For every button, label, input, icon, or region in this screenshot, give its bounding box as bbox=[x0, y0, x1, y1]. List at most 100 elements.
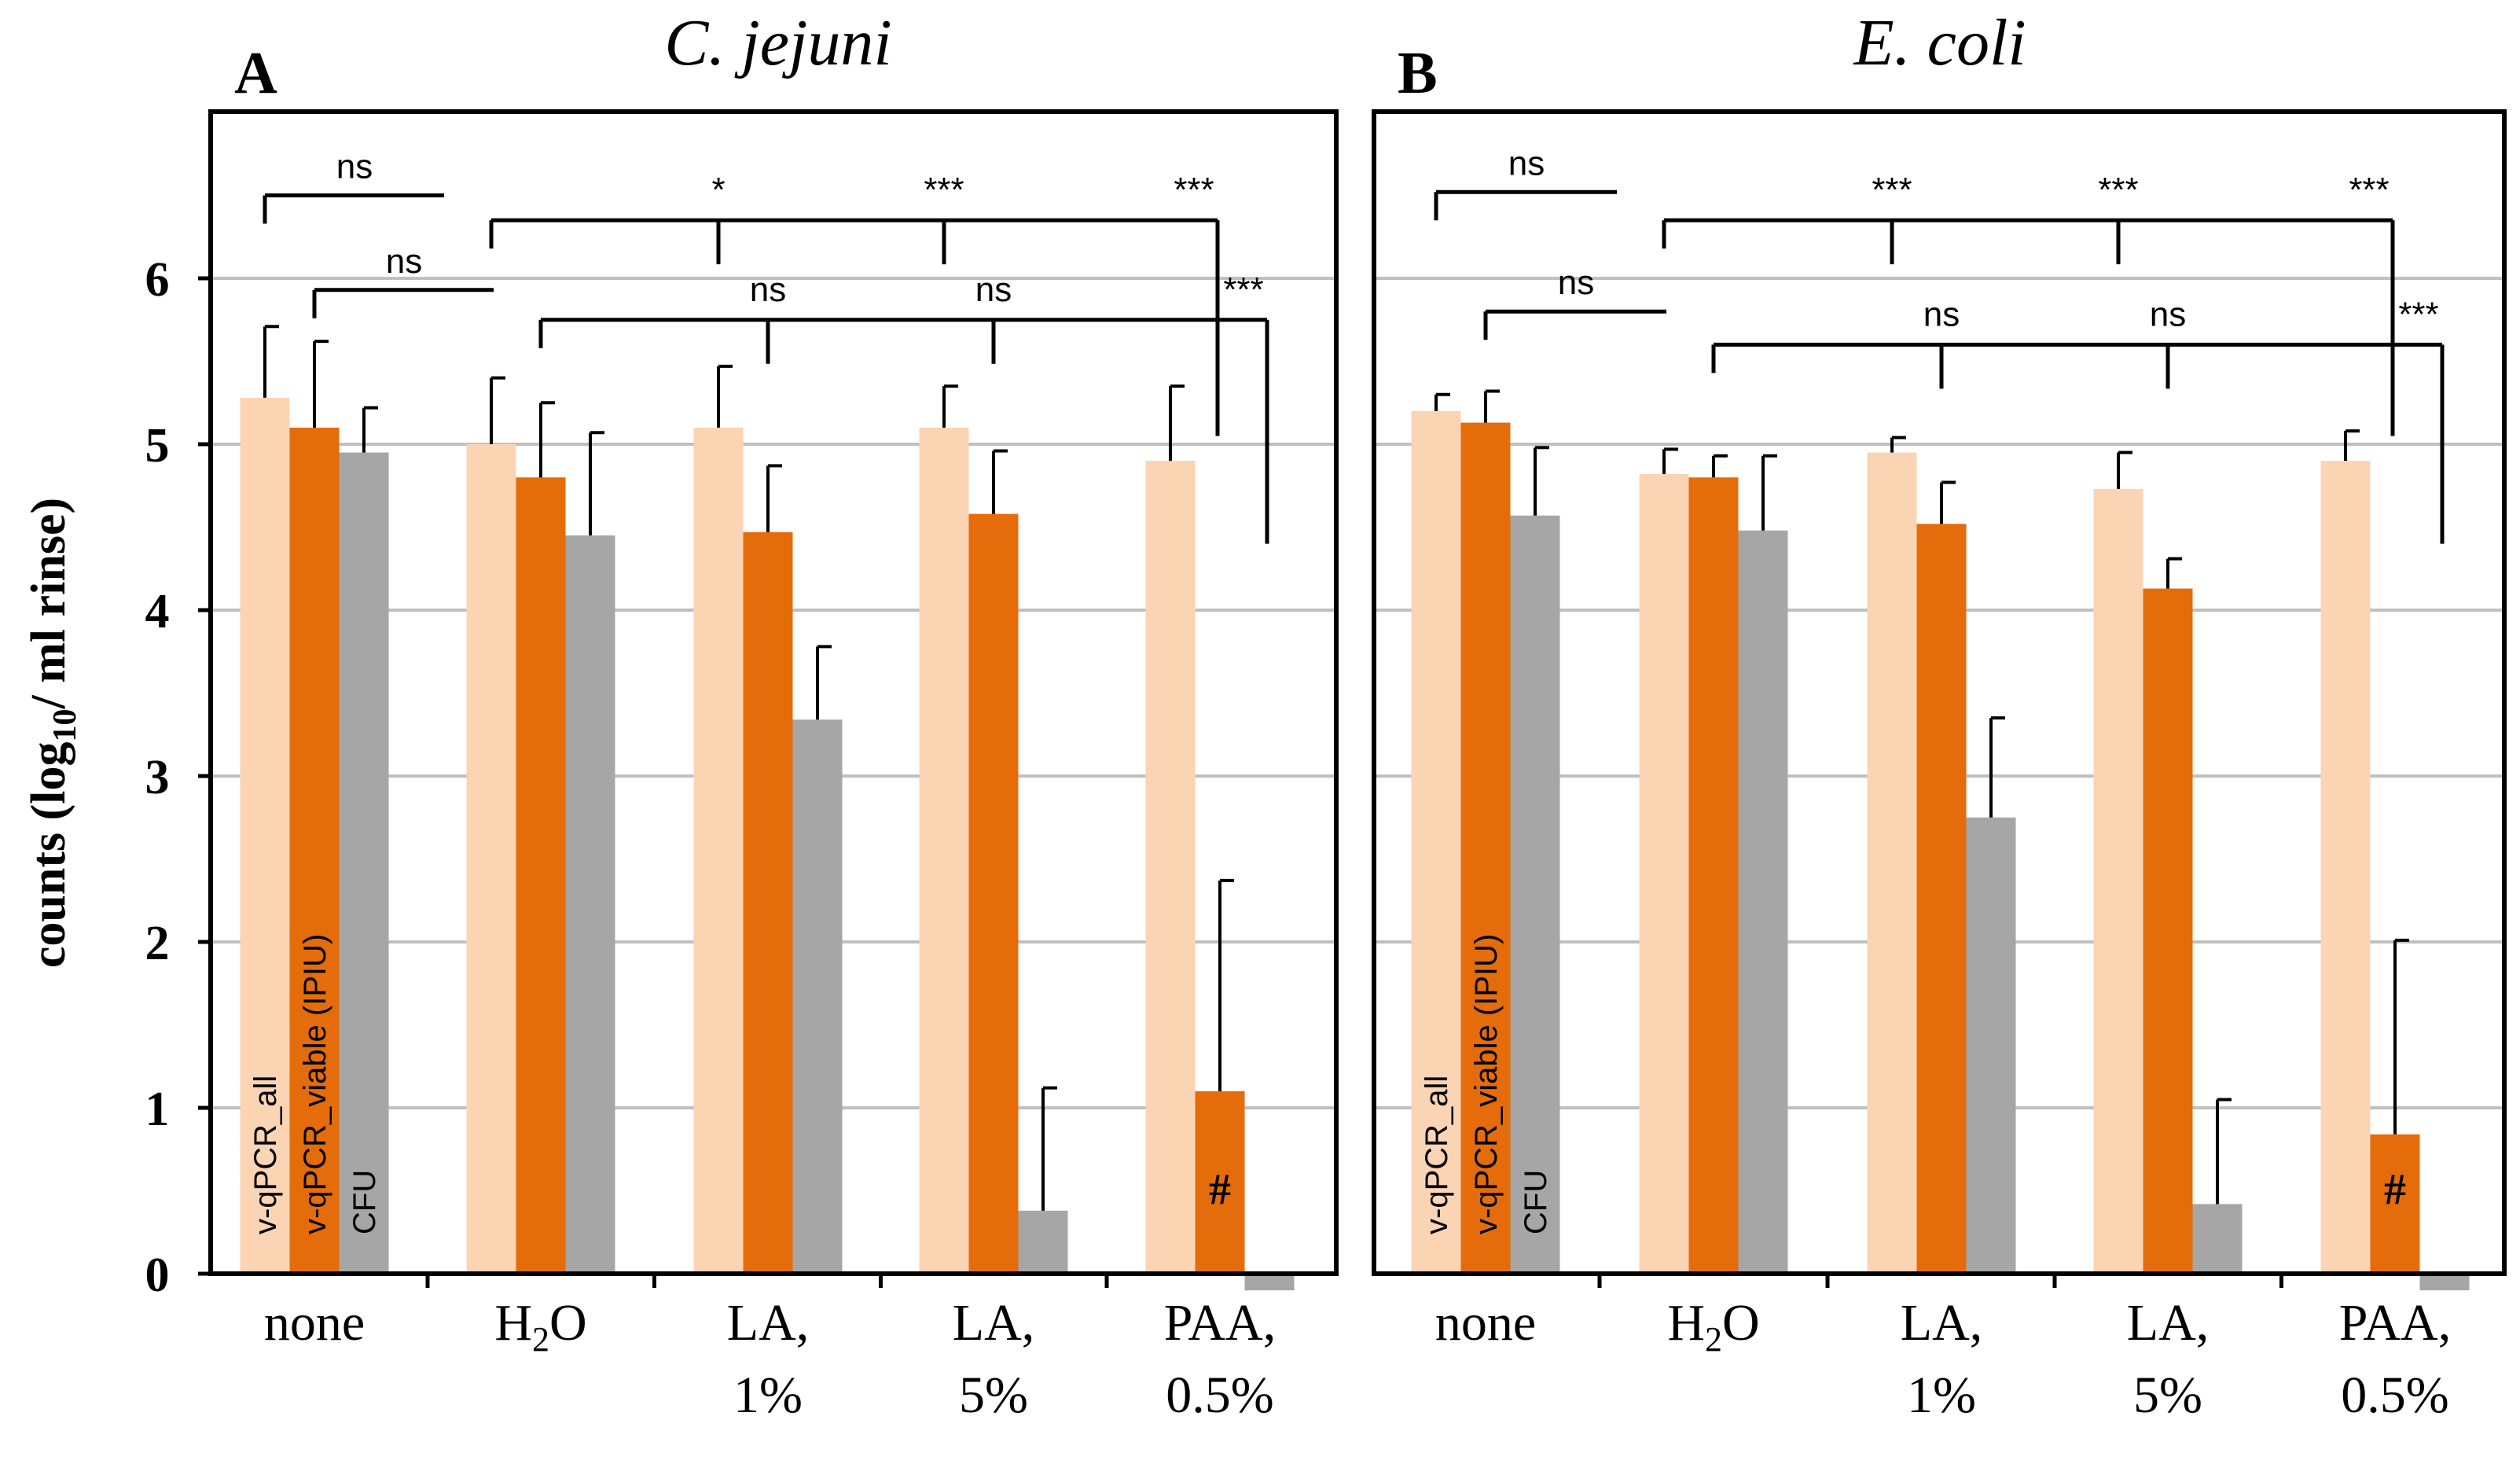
significance-label: *** bbox=[2398, 295, 2438, 333]
x-tick-label: 1% bbox=[1907, 1367, 1976, 1424]
x-tick-label-subscript: 2 bbox=[1705, 1320, 1722, 1359]
panel-b-x-tick-labels: none H2O LA, 1% LA, 5% PAA, 0.5% bbox=[1435, 1294, 2451, 1424]
bar bbox=[2093, 488, 2143, 1274]
bar bbox=[1738, 530, 1788, 1274]
bar bbox=[339, 452, 389, 1274]
significance-label: * bbox=[711, 171, 725, 209]
panel-b-frame bbox=[1372, 109, 2507, 1276]
significance-label: ns bbox=[750, 270, 786, 309]
x-tick-label: LA, bbox=[2127, 1294, 2209, 1352]
x-tick-label: 5% bbox=[2133, 1367, 2202, 1424]
bar bbox=[2143, 588, 2193, 1274]
panel-a-bars bbox=[240, 325, 1295, 1291]
y-tick-label: 1 bbox=[145, 1083, 170, 1136]
significance-label: *** bbox=[1223, 270, 1263, 309]
bar bbox=[1195, 1091, 1245, 1274]
x-tick-label: LA, bbox=[1901, 1294, 1982, 1352]
panel-a-y-tick-labels: 0 1 2 3 4 5 6 bbox=[145, 253, 170, 1302]
legend-label: v-qPCR_viable (IPIU) bbox=[298, 934, 332, 1234]
x-tick-label: 0.5% bbox=[2341, 1367, 2448, 1424]
significance-label: *** bbox=[2098, 171, 2138, 209]
y-axis-title-subscript: 10 bbox=[47, 708, 83, 741]
legend-label: CFU bbox=[347, 1170, 382, 1234]
y-axis-title-suffix: / ml rinse) bbox=[22, 498, 75, 710]
bar bbox=[565, 535, 615, 1274]
panel-b-significance: ns ns *** *** *** ns ns *** bbox=[1434, 144, 2445, 544]
y-tick-label: 2 bbox=[145, 917, 170, 970]
x-tick-label-part: H bbox=[1667, 1294, 1705, 1352]
panel-b-legend: v-qPCR_all v-qPCR_viable (IPIU) CFU bbox=[1420, 934, 1553, 1234]
significance-label: *** bbox=[2349, 171, 2389, 209]
significance-label: *** bbox=[1872, 171, 1912, 209]
bar bbox=[792, 719, 843, 1274]
bar bbox=[1460, 422, 1511, 1274]
x-tick-label: none bbox=[1435, 1294, 1536, 1352]
bar bbox=[743, 532, 793, 1274]
panel-b: B E. coli # ns ns *** *** *** ns ns *** v-qPCR_… bbox=[1372, 6, 2507, 1424]
panel-a-frame bbox=[208, 109, 1339, 1276]
x-tick-label: H2O bbox=[1667, 1294, 1759, 1359]
bar bbox=[1867, 452, 1917, 1274]
bar bbox=[2419, 1274, 2470, 1291]
panel-b-letter: B bbox=[1398, 40, 1438, 106]
significance-label: *** bbox=[924, 171, 964, 209]
bar-annotation: # bbox=[2384, 1165, 2406, 1214]
bar bbox=[693, 427, 744, 1274]
significance-label: ns bbox=[386, 242, 422, 281]
panel-b-annotations: # bbox=[2384, 1165, 2406, 1214]
x-tick-label: PAA, bbox=[1164, 1294, 1276, 1352]
y-tick-label: 3 bbox=[145, 751, 170, 804]
bar bbox=[1244, 1274, 1295, 1291]
x-tick-label: LA, bbox=[953, 1294, 1034, 1352]
x-tick-label-part: O bbox=[549, 1294, 587, 1352]
legend-label: CFU bbox=[1519, 1170, 1553, 1234]
bar bbox=[1966, 817, 2016, 1274]
bar bbox=[1510, 515, 1560, 1274]
bar bbox=[240, 397, 290, 1274]
x-tick-label-subscript: 2 bbox=[532, 1320, 549, 1359]
x-tick-label: 1% bbox=[733, 1367, 803, 1424]
bar bbox=[1018, 1210, 1068, 1274]
significance-label: *** bbox=[1174, 171, 1214, 209]
bar bbox=[1688, 477, 1739, 1274]
bar bbox=[1916, 524, 1967, 1274]
bar bbox=[2320, 461, 2371, 1274]
bar bbox=[466, 444, 516, 1274]
significance-label: ns bbox=[975, 270, 1012, 309]
bar bbox=[1411, 410, 1461, 1274]
bar bbox=[516, 477, 566, 1274]
x-tick-label: H2O bbox=[494, 1294, 586, 1359]
x-tick-label: none bbox=[264, 1294, 365, 1352]
y-axis-title-prefix: counts (log bbox=[22, 741, 75, 968]
x-tick-label: 5% bbox=[959, 1367, 1028, 1424]
panel-a-letter: A bbox=[234, 40, 277, 106]
panel-b-title: E. coli bbox=[1853, 6, 2026, 79]
panel-a-x-tick-labels: none H2O LA, 1% LA, 5% PAA, 0.5% bbox=[264, 1294, 1276, 1424]
y-tick-label: 6 bbox=[145, 253, 170, 307]
significance-label: ns bbox=[1558, 263, 1594, 302]
x-tick-label-part: H bbox=[494, 1294, 532, 1352]
significance-label: ns bbox=[1508, 144, 1545, 182]
bar bbox=[1145, 461, 1196, 1274]
bar bbox=[2192, 1204, 2243, 1274]
bar bbox=[289, 427, 340, 1274]
legend-label: v-qPCR_viable (IPIU) bbox=[1469, 934, 1504, 1234]
y-axis-title: counts (log10/ ml rinse) bbox=[22, 498, 83, 968]
significance-label: ns bbox=[1923, 295, 1960, 333]
bar bbox=[2370, 1134, 2420, 1274]
y-tick-label: 4 bbox=[145, 585, 170, 638]
x-tick-label: 0.5% bbox=[1166, 1367, 1273, 1424]
panel-a-annotations: # bbox=[1209, 1165, 1231, 1214]
panel-a-legend: v-qPCR_all v-qPCR_viable (IPIU) CFU bbox=[248, 934, 382, 1234]
x-tick-label: LA, bbox=[727, 1294, 809, 1352]
x-tick-label-part: O bbox=[1722, 1294, 1760, 1352]
bar-annotation: # bbox=[1209, 1165, 1231, 1214]
panel-a-title: C. jejuni bbox=[664, 6, 891, 79]
bar bbox=[968, 513, 1019, 1274]
legend-label: v-qPCR_all bbox=[1420, 1076, 1454, 1234]
y-tick-label: 0 bbox=[145, 1249, 170, 1302]
bar bbox=[919, 427, 969, 1274]
